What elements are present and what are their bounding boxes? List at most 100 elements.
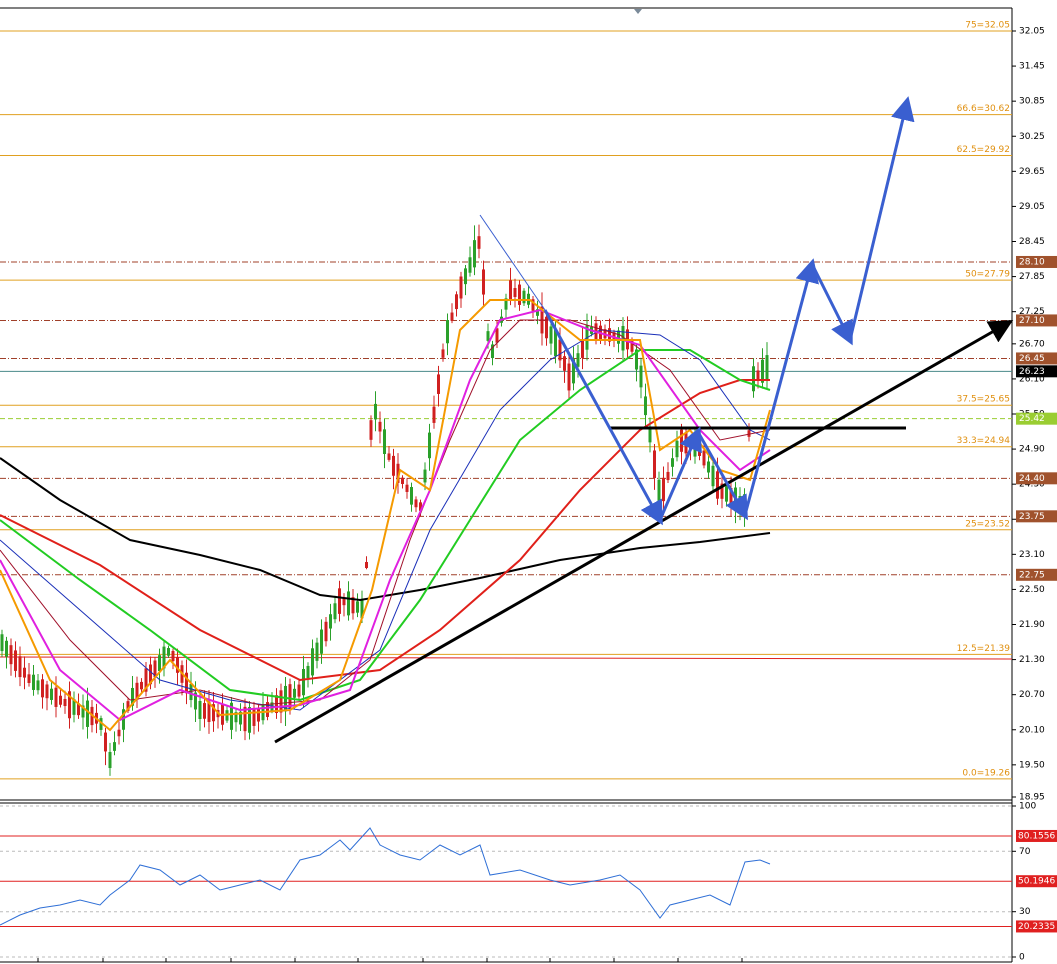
candle-body: [387, 453, 391, 460]
candle-body: [644, 396, 647, 416]
current-tag-label: 26.23: [1019, 367, 1045, 377]
candle-body: [77, 703, 80, 716]
price-label: 24.90: [1019, 445, 1045, 455]
candle-body: [419, 502, 422, 511]
candle-body: [392, 455, 395, 476]
candle-body: [635, 349, 638, 370]
candle-body: [41, 679, 44, 698]
candle-body: [396, 463, 400, 483]
candle-body: [329, 614, 332, 629]
wave-arrow: [696, 431, 748, 521]
candle-body: [756, 370, 760, 380]
candle-body: [432, 406, 436, 423]
candle-body: [383, 429, 386, 454]
level-tag-label: 28.10: [1019, 257, 1045, 267]
candle-body: [581, 339, 584, 358]
price-label: 23.10: [1019, 550, 1045, 560]
candle-body: [648, 427, 652, 443]
price-label: 30.25: [1019, 132, 1045, 142]
candle-body: [702, 450, 706, 466]
price-label: 19.50: [1019, 760, 1045, 770]
fib-label: 75=32.05: [965, 21, 1010, 31]
candle-body: [99, 718, 103, 730]
ma-green: [0, 349, 771, 702]
candle-body: [437, 374, 440, 394]
candle-body: [617, 330, 620, 344]
wave-arrow: [658, 426, 702, 521]
candle-body: [257, 708, 260, 722]
rsi-tick-label: 70: [1019, 847, 1031, 857]
candle-body: [14, 650, 17, 671]
level-tag-label: 23.75: [1019, 512, 1045, 522]
candle-body: [563, 356, 566, 371]
moving-averages: [0, 299, 771, 732]
price-label: 26.70: [1019, 339, 1045, 349]
time-ticks: [37, 958, 743, 962]
candle-body: [477, 236, 481, 249]
rsi-tag: [1016, 875, 1057, 888]
candle-body: [374, 403, 377, 420]
shift-marker: [634, 9, 642, 14]
price-label: 28.45: [1019, 237, 1045, 247]
level-tag-label: 22.75: [1019, 570, 1045, 580]
candle-body: [639, 365, 643, 388]
candle-body: [707, 461, 710, 473]
candle-body: [320, 629, 323, 654]
rsi-tag-label: 80.1556: [1018, 831, 1055, 841]
fib-label: 66.6=30.62: [957, 104, 1010, 114]
candle-body: [230, 702, 233, 730]
candle-body: [288, 684, 292, 708]
wave-arrow: [810, 263, 853, 346]
ma-black: [0, 457, 771, 602]
price-label: 29.65: [1019, 167, 1045, 177]
candle-body: [684, 432, 688, 454]
fib-label: 0.0=19.26: [962, 768, 1010, 778]
price-label: 26.10: [1019, 374, 1045, 384]
candle-body: [680, 429, 683, 452]
candle-body: [302, 669, 305, 696]
level-tag-label: 27.10: [1019, 316, 1045, 326]
candle-body: [207, 701, 211, 722]
candle-body: [405, 484, 409, 492]
candle-body: [576, 353, 580, 367]
candle-body: [171, 650, 175, 662]
candle-body: [122, 709, 125, 730]
price-label: 22.50: [1019, 585, 1045, 595]
candle-body: [711, 465, 715, 487]
candle-body: [243, 706, 247, 732]
candle-body: [567, 363, 571, 391]
candle-body: [311, 648, 314, 676]
candle-body: [509, 280, 512, 301]
candle-body: [459, 276, 463, 299]
rsi-tag-label: 50.1946: [1018, 877, 1055, 887]
candle-body: [140, 681, 143, 690]
wave-arrow: [543, 309, 663, 526]
candle-body: [761, 359, 764, 383]
rsi-line: [0, 827, 771, 926]
candle-body: [414, 499, 418, 508]
candle-body: [558, 339, 562, 361]
rsi-tag-label: 20.2335: [1018, 922, 1055, 932]
candle-body: [135, 682, 139, 700]
level-tag: [1016, 352, 1057, 365]
candle-body: [153, 660, 157, 678]
wave-line: [479, 214, 546, 311]
candle-body: [239, 711, 242, 725]
candle-body: [0, 634, 4, 652]
wave-arrow: [848, 96, 915, 341]
candle-body: [306, 665, 310, 679]
candle-body: [338, 588, 341, 614]
candle-body: [351, 597, 355, 614]
candle-body: [671, 458, 674, 467]
level-tag: [1016, 472, 1057, 485]
price-label: 21.30: [1019, 655, 1045, 665]
candle-body: [531, 299, 535, 311]
candle-body: [297, 684, 301, 697]
candle-body: [473, 240, 476, 268]
candle-body: [248, 707, 251, 733]
candle-body: [752, 366, 755, 392]
price-label: 30.85: [1019, 97, 1045, 107]
candle-body: [293, 688, 296, 698]
candle-body: [518, 284, 521, 305]
price-label: 29.05: [1019, 202, 1045, 212]
